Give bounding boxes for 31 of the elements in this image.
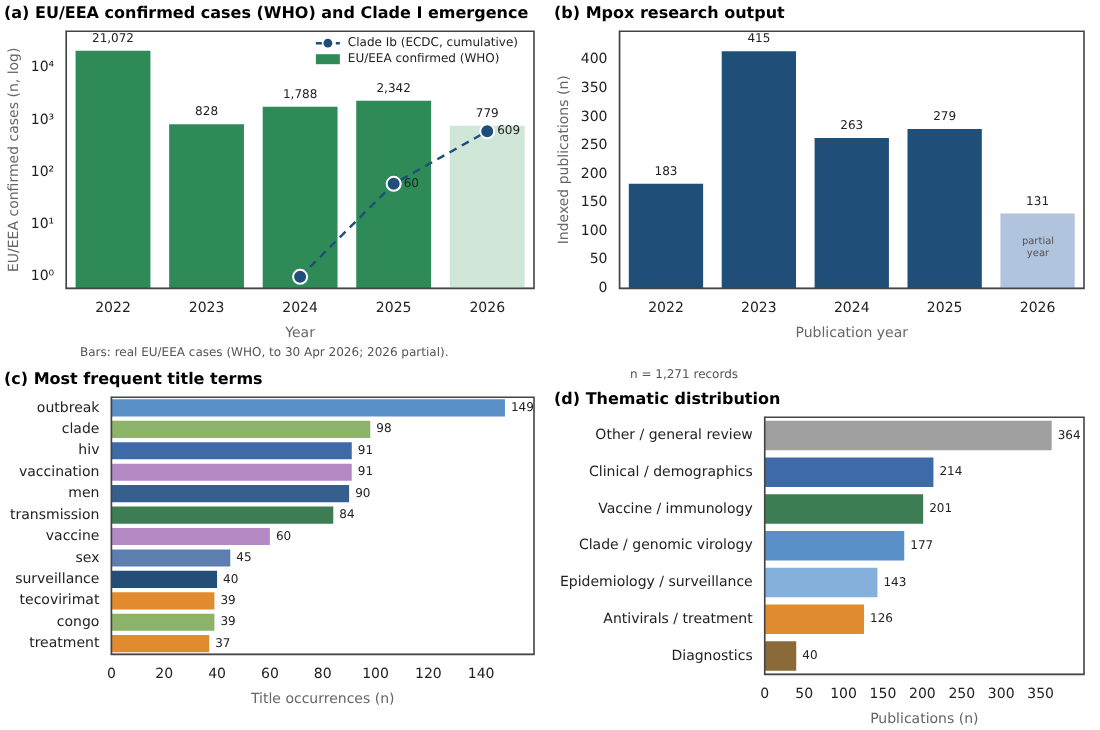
bar <box>764 531 905 561</box>
bar <box>764 420 1052 451</box>
bar <box>111 399 505 417</box>
chart-title: (c) Most frequent title terms <box>4 369 264 388</box>
bar <box>907 128 982 289</box>
bar <box>111 527 270 546</box>
point <box>479 123 496 140</box>
chart-title: (a) EU/EEA confirmed cases (WHO) and Clade I emergence <box>4 3 530 22</box>
chart-title: (b) Mpox research output <box>554 3 786 22</box>
bar <box>111 592 215 610</box>
bar <box>814 138 889 289</box>
bar <box>721 51 797 289</box>
bar <box>111 506 334 524</box>
point <box>292 268 309 285</box>
chart-title: (d) Thematic distribution <box>554 389 781 408</box>
bar <box>764 457 934 488</box>
bar <box>764 494 924 524</box>
bar <box>764 641 797 671</box>
bar <box>764 567 878 598</box>
bar <box>764 604 865 634</box>
bar <box>111 635 210 653</box>
bar <box>628 183 704 289</box>
bar <box>111 463 352 481</box>
bar <box>111 442 352 460</box>
bar <box>111 570 218 588</box>
bar <box>111 613 215 631</box>
bar <box>111 485 350 503</box>
bar <box>111 549 231 567</box>
bar <box>111 420 371 438</box>
bar <box>1000 213 1075 289</box>
point <box>385 175 402 192</box>
